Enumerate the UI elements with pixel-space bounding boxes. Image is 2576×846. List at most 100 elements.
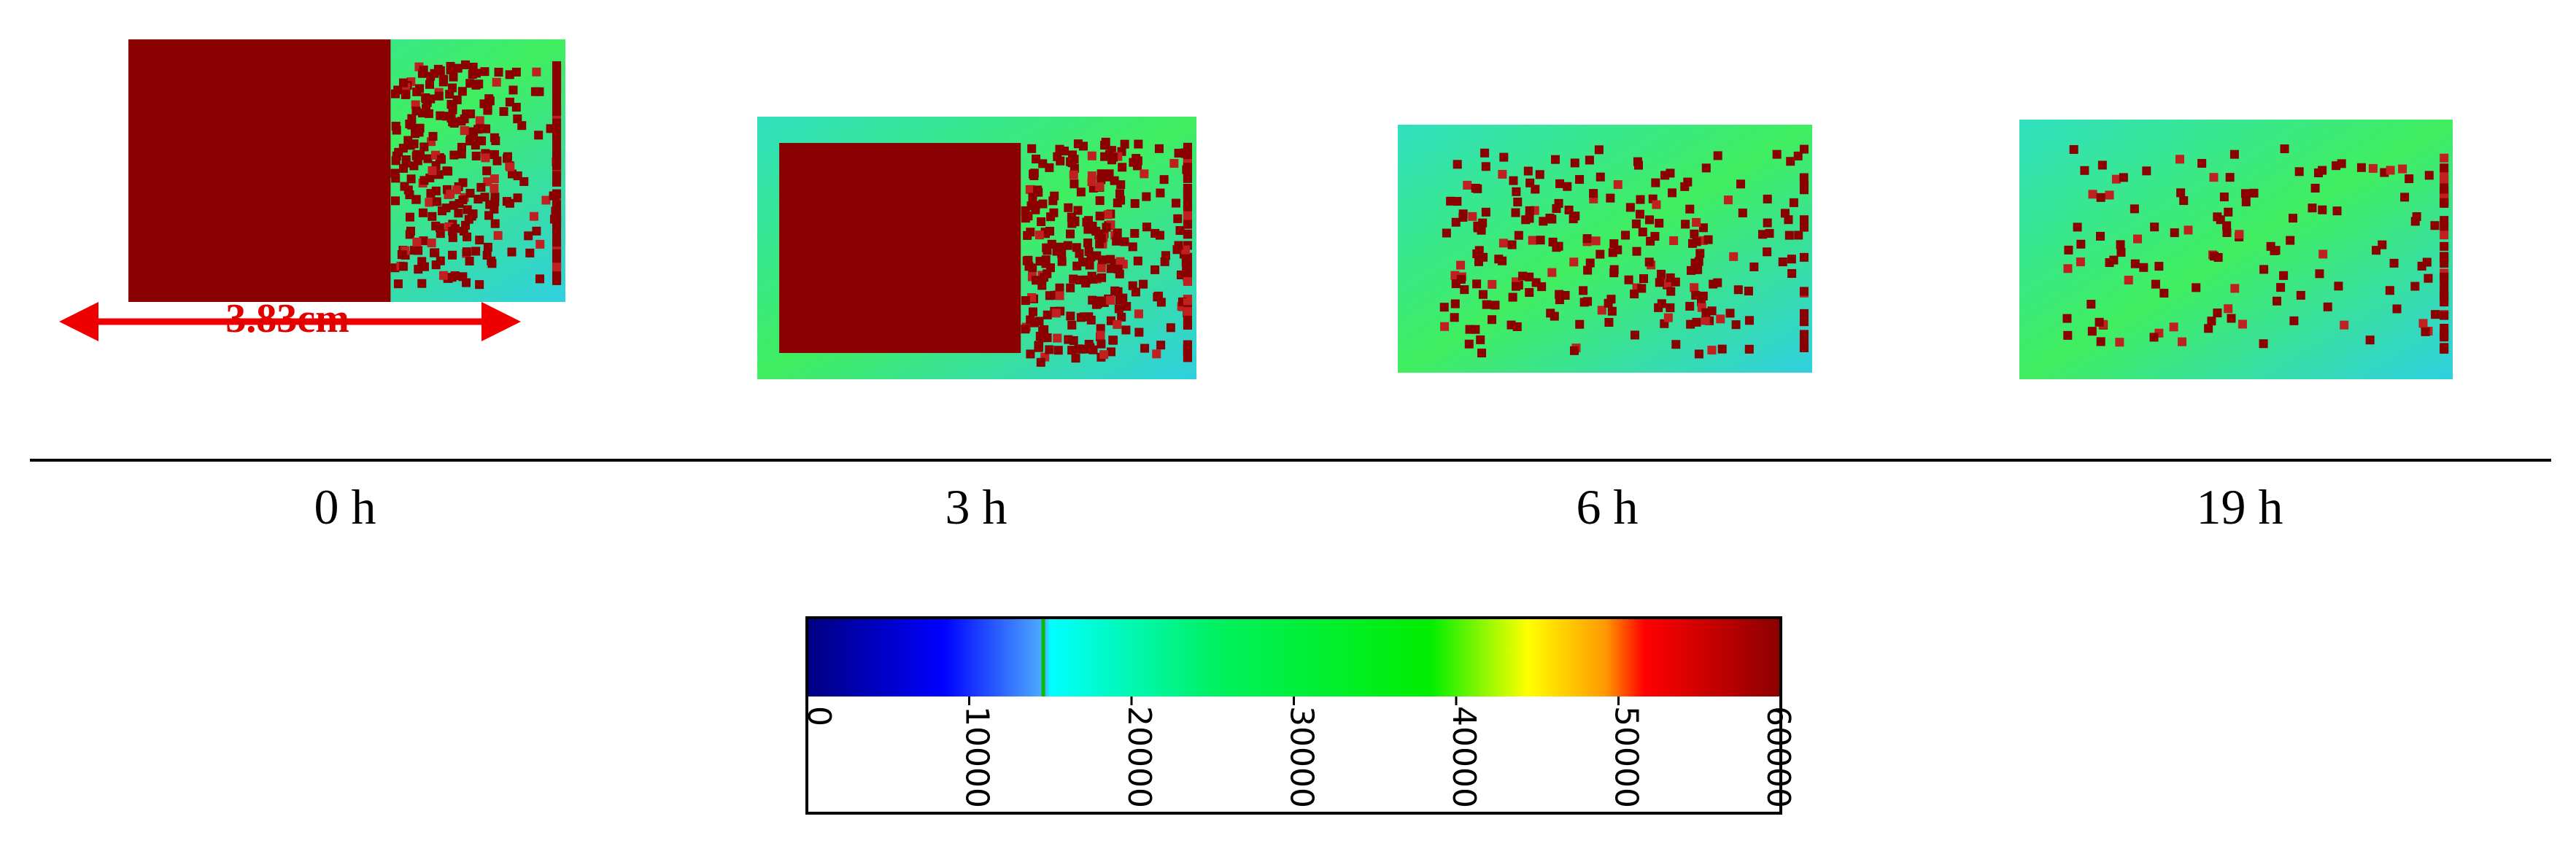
heatmap-dot: [476, 182, 486, 192]
heatmap-dot: [490, 150, 499, 160]
heatmap-dot: [2289, 214, 2298, 223]
heatmap-dot: [449, 150, 459, 160]
heatmap-dot: [1482, 300, 1491, 309]
heatmap-dot: [2111, 174, 2121, 184]
heatmap-dot: [1681, 220, 1690, 229]
heatmap-dot: [1630, 290, 1639, 299]
heatmap-dot: [1784, 215, 1793, 225]
heatmap-dot: [552, 230, 562, 239]
heatmap-dot: [1799, 330, 1809, 339]
heatmap-dot: [449, 72, 458, 82]
heatmap-dot: [2372, 246, 2381, 255]
heatmap-dot: [428, 131, 438, 141]
heatmap-dot: [2241, 197, 2251, 206]
heatmap-dot: [1480, 148, 1490, 158]
heatmap-dot: [2116, 240, 2125, 249]
heatmap-dot: [481, 153, 490, 163]
heatmap-dot: [546, 124, 555, 133]
heatmap-dot: [1067, 320, 1077, 330]
heatmap-dot: [1045, 345, 1054, 354]
heatmap-dot: [391, 156, 401, 166]
heatmap-dot: [2154, 262, 2164, 271]
heatmap-dot: [1772, 150, 1782, 159]
heatmap-dot: [1155, 230, 1164, 240]
heatmap-dot: [1668, 188, 1677, 198]
heatmap-dot: [1109, 152, 1118, 162]
heatmap-dot: [2286, 236, 2295, 245]
heatmap-dot: [1594, 145, 1604, 155]
heatmap-dot: [1477, 349, 1487, 358]
heatmap-dot: [1169, 159, 1179, 168]
heatmap-dot: [428, 166, 437, 175]
heatmap-dot: [2337, 159, 2346, 168]
heatmap-dot: [393, 85, 403, 95]
heatmap-dot: [1152, 349, 1161, 359]
heatmap-dot: [437, 155, 446, 164]
heatmap-dot: [428, 212, 437, 221]
heatmap-dot: [2332, 206, 2342, 216]
heatmap-dot: [552, 199, 562, 209]
heatmap-dot: [1174, 148, 1183, 158]
heatmap-dot: [552, 237, 562, 247]
heatmap-dot: [532, 226, 541, 236]
heatmap-dot: [1686, 319, 1695, 329]
heatmap-dot: [1175, 226, 1185, 236]
heatmap-dot: [2062, 314, 2072, 323]
heatmap-dot: [1490, 300, 1500, 310]
heatmap-dot: [1150, 265, 1160, 274]
scale-label: 3.83cm: [225, 296, 349, 341]
heatmap-dot: [2235, 230, 2244, 239]
heatmap-dot: [414, 246, 423, 255]
heatmap-dot: [1110, 286, 1120, 295]
heatmap-dot: [2315, 269, 2324, 279]
heatmap-dot: [524, 231, 533, 241]
heatmap-dot: [405, 190, 414, 200]
heatmap-dot: [1789, 198, 1798, 207]
heatmap-dot: [2273, 296, 2282, 306]
heatmap-dot: [1139, 279, 1148, 289]
heatmap-dot: [419, 142, 429, 152]
heatmap-dot: [458, 195, 468, 205]
heatmap-dot: [1183, 262, 1192, 271]
heatmap-dot: [493, 230, 503, 240]
heatmap-dot: [475, 236, 484, 245]
heatmap-dot: [1107, 347, 1116, 357]
heatmap: [757, 117, 1196, 379]
heatmap-dot: [482, 166, 492, 176]
heatmap-dot: [1036, 357, 1045, 367]
heatmap-dot: [1026, 349, 1035, 359]
heatmap-dot: [1671, 340, 1681, 349]
heatmap-dot: [1183, 341, 1192, 350]
heatmap-dot: [1181, 245, 1191, 255]
heatmap-dot: [2064, 245, 2073, 255]
heatmap-dot: [1456, 274, 1466, 284]
heatmap-dot: [1142, 192, 1151, 201]
heatmap-dot: [552, 263, 562, 272]
heatmap-dot: [1439, 303, 1449, 312]
heatmap-dot: [1043, 333, 1052, 343]
heatmap-dot: [2096, 337, 2105, 346]
heatmap-dot: [393, 279, 403, 289]
heatmap-dot: [1037, 217, 1046, 227]
heatmap-dot: [2365, 335, 2375, 345]
heatmap-dot: [446, 61, 455, 71]
heatmap-dot: [1569, 214, 1578, 224]
heatmap-dot: [1514, 230, 1523, 240]
heatmap-dot: [1084, 339, 1094, 349]
heatmap-dot: [552, 61, 562, 70]
heatmap-dot: [2440, 241, 2449, 251]
heatmap-dot: [2175, 155, 2184, 164]
heatmap-dot: [1120, 139, 1129, 149]
heatmap-dot: [2130, 259, 2140, 268]
heatmap-dot: [1068, 150, 1078, 160]
heatmap-dot: [1043, 269, 1052, 279]
heatmap-dot: [2142, 166, 2151, 176]
heatmap-dot: [1153, 291, 1163, 300]
heatmap-dot: [535, 274, 545, 284]
heatmap-dot: [1695, 249, 1705, 258]
heatmap-dot: [1744, 287, 1753, 296]
colorbar-tick-label: 20000: [1121, 706, 1158, 808]
heatmap-dot: [2207, 317, 2216, 326]
heatmap-dot: [508, 85, 518, 95]
heatmap-dot: [1102, 222, 1111, 232]
